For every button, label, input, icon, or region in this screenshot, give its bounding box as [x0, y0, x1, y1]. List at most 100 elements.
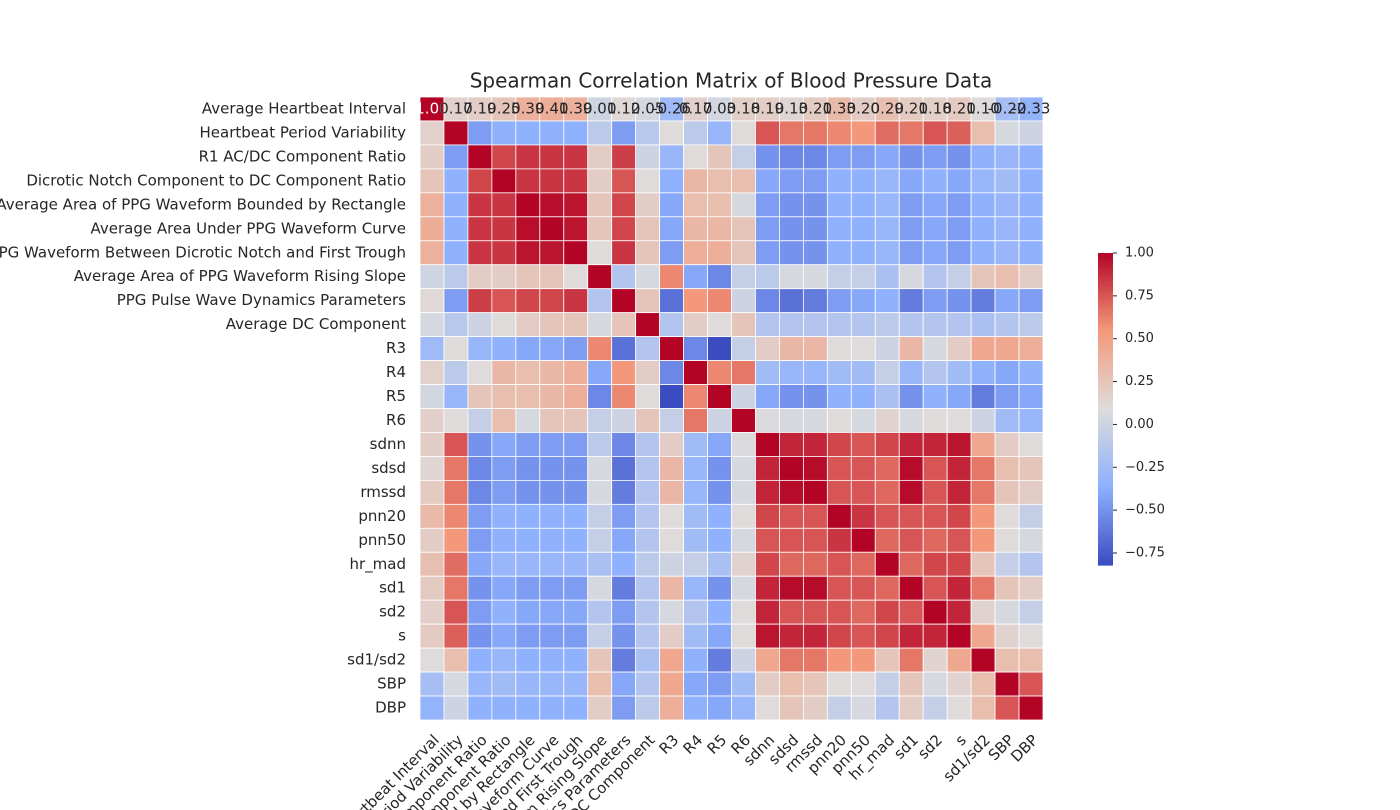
- heatmap-cell: [611, 240, 637, 266]
- heatmap-cell: [946, 647, 972, 673]
- heatmap-cell: [659, 432, 684, 457]
- heatmap-cell: [515, 144, 541, 170]
- heatmap-cell: [659, 288, 684, 314]
- heatmap-cell: [683, 623, 708, 649]
- heatmap-cell: [850, 599, 876, 625]
- heatmap-cell: [539, 551, 565, 577]
- heatmap-cell: [826, 144, 852, 170]
- colorbar-segment: [1098, 520, 1113, 524]
- heatmap-cell: [563, 168, 589, 194]
- heatmap-cell: [946, 671, 972, 697]
- heatmap-cell: [779, 264, 804, 290]
- colorbar-segment: [1098, 450, 1113, 454]
- heatmap-cell: [850, 384, 876, 409]
- heatmap-cell: [922, 647, 948, 673]
- heatmap-cell: [922, 216, 948, 242]
- heatmap-cell: [635, 647, 661, 673]
- heatmap-cell: [683, 312, 708, 338]
- heatmap-cell: [850, 456, 876, 481]
- cell-annotation: 0.17: [439, 99, 472, 117]
- heatmap-cell: [539, 168, 565, 194]
- colorbar-segment: [1098, 515, 1113, 519]
- heatmap-cell: [1018, 360, 1044, 385]
- heatmap-cell: [946, 408, 972, 433]
- heatmap-cell: [826, 288, 852, 314]
- heatmap-cell: [826, 479, 852, 505]
- colorbar-segment: [1098, 310, 1113, 314]
- heatmap-cell: [850, 168, 876, 194]
- heatmap-cell: [874, 432, 900, 457]
- colorbar-segment: [1098, 502, 1113, 506]
- heatmap-cell: [707, 288, 732, 314]
- heatmap-cell: [611, 264, 637, 290]
- heatmap-cell: [611, 408, 637, 433]
- heatmap-cell: [659, 336, 684, 361]
- heatmap-cell: [731, 695, 756, 721]
- heatmap-cell: [419, 360, 445, 385]
- heatmap-cell: [467, 503, 493, 529]
- heatmap-cell: [779, 647, 804, 673]
- colorbar-segment: [1098, 549, 1113, 553]
- colorbar-segment: [1098, 531, 1113, 535]
- heatmap-cell: [874, 264, 900, 290]
- colorbar-segment: [1098, 333, 1113, 337]
- heatmap-cell: [611, 336, 637, 361]
- heatmap-cell: [515, 432, 541, 457]
- cell-annotation: 0.17: [679, 99, 712, 117]
- heatmap-cell: [755, 503, 780, 529]
- heatmap-cell: [850, 312, 876, 338]
- heatmap-cell: [707, 264, 732, 290]
- heatmap-cell: [970, 384, 996, 409]
- heatmap-cell: [802, 647, 828, 673]
- heatmap-cell: [515, 192, 541, 218]
- heatmap-cell: [491, 575, 517, 601]
- heatmap-cell: [467, 360, 493, 385]
- heatmap-cell: [850, 408, 876, 433]
- colorbar-segment: [1098, 289, 1113, 293]
- colorbar-segment: [1098, 367, 1113, 371]
- heatmap-cell: [635, 360, 661, 385]
- heatmap-cell: [994, 671, 1020, 697]
- colorbar-segment: [1098, 448, 1113, 452]
- heatmap-cell: [491, 432, 517, 457]
- heatmap-cell: [683, 288, 708, 314]
- heatmap-cell: [779, 456, 804, 481]
- heatmap-cell: [994, 264, 1020, 290]
- heatmap-cell: [731, 551, 756, 577]
- heatmap-cell: [419, 599, 445, 625]
- colorbar-segment: [1098, 375, 1113, 379]
- heatmap-cell: [802, 216, 828, 242]
- heatmap-cell: [707, 599, 732, 625]
- heatmap-cell: [755, 647, 780, 673]
- heatmap-cell: [539, 360, 565, 385]
- heatmap-cell: [611, 551, 637, 577]
- heatmap-cell: [707, 336, 732, 361]
- colorbar-segment: [1098, 476, 1113, 480]
- heatmap-cell: [707, 671, 732, 697]
- heatmap-cell: [898, 120, 924, 146]
- y-tick-label: sd1: [379, 579, 406, 597]
- heatmap-cell: [707, 408, 732, 433]
- heatmap-cell: [491, 456, 517, 481]
- colorbar-segment: [1098, 466, 1113, 470]
- heatmap-cell: [467, 432, 493, 457]
- heatmap-cell: [994, 647, 1020, 673]
- heatmap-cell: [539, 456, 565, 481]
- heatmap-cell: [467, 264, 493, 290]
- heatmap-cell: [994, 527, 1020, 553]
- heatmap-cell: [635, 240, 661, 266]
- heatmap-cell: [779, 312, 804, 338]
- heatmap-cell: [898, 479, 924, 505]
- colorbar-segment: [1098, 507, 1113, 511]
- y-tick-label: Average Area of PPG Waveform Between Dic…: [0, 243, 406, 261]
- colorbar-segment: [1098, 494, 1113, 498]
- heatmap-cell: [683, 216, 708, 242]
- colorbar-segment: [1098, 292, 1113, 296]
- heatmap-cell: [443, 336, 469, 361]
- heatmap-cell: [850, 503, 876, 529]
- heatmap-cell: [491, 288, 517, 314]
- x-tick-label: sd2: [914, 731, 946, 763]
- heatmap-cell: [946, 288, 972, 314]
- colorbar-segment: [1098, 458, 1113, 462]
